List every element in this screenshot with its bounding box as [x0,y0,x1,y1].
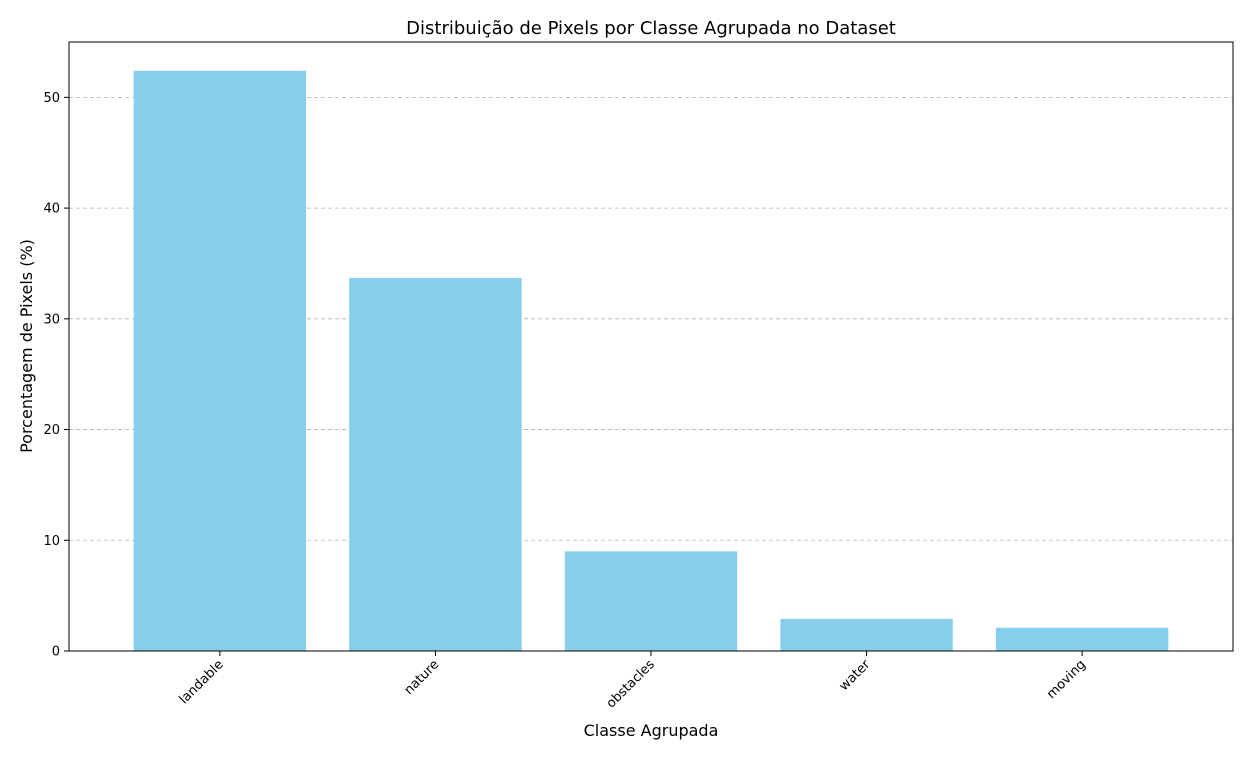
y-tick-label: 30 [43,312,60,327]
y-tick-label: 0 [52,645,60,660]
y-axis-ticks: 0 10 20 30 40 50 [43,91,69,660]
y-axis-label: Porcentagem de Pixels (%) [17,239,36,453]
y-tick-label: 10 [43,534,60,549]
x-axis-label: Classe Agrupada [584,721,719,740]
chart-title: Distribuição de Pixels por Classe Agrupa… [406,18,896,39]
y-tick-label: 20 [43,423,60,438]
bar-water [780,618,953,651]
y-tick-label: 40 [43,202,60,217]
bar-landable [133,70,307,652]
bars [133,70,1169,652]
grid-lines [69,96,1233,541]
bar-obstacles [564,551,738,651]
bar-nature [349,277,522,651]
y-tick-label: 50 [43,91,60,106]
bar-moving [995,627,1169,651]
